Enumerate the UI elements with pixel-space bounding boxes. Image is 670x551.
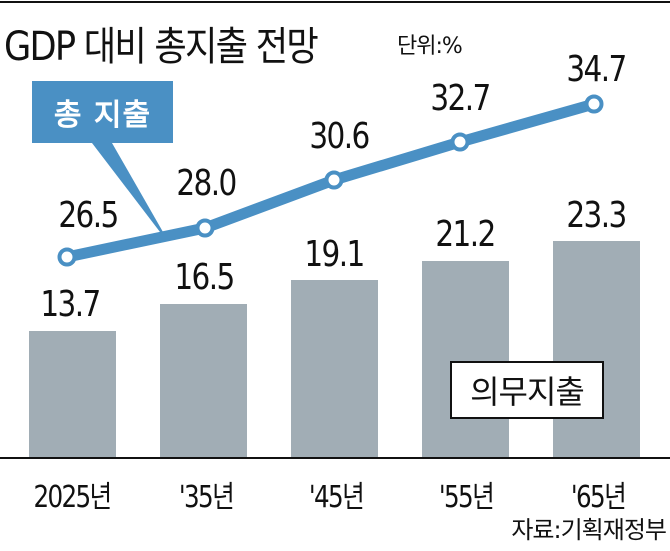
line-marker xyxy=(450,132,470,152)
bar-value-label: 23.3 xyxy=(566,195,627,236)
bar-2065 xyxy=(553,241,640,457)
x-tick-label: '45년 xyxy=(308,480,365,515)
bar-value-label: 19.1 xyxy=(304,234,365,275)
callout-tail xyxy=(92,143,163,232)
line-value-label: 26.5 xyxy=(58,195,119,236)
chart-title: GDP 대비 총지출 전망 xyxy=(4,24,319,70)
bar-value-label: 21.2 xyxy=(435,214,496,255)
x-tick-label: 2025년 xyxy=(33,480,112,515)
total-spending-legend: 총 지출 xyxy=(32,81,173,143)
line-marker xyxy=(195,218,215,238)
x-axis-baseline xyxy=(0,457,670,459)
line-value-label: 30.6 xyxy=(309,116,370,157)
x-tick-label: '65년 xyxy=(570,480,627,515)
line-value-label: 34.7 xyxy=(566,49,627,90)
bar-2035 xyxy=(160,304,247,457)
line-marker xyxy=(57,247,77,267)
source-note: 자료:기획재정부 xyxy=(511,516,667,544)
bar-value-label: 16.5 xyxy=(174,257,235,298)
line-marker xyxy=(584,94,604,114)
unit-label: 단위:% xyxy=(397,34,463,59)
mandatory-spending-legend: 의무지출 xyxy=(450,361,604,419)
bar-2025 xyxy=(29,331,116,457)
line-marker xyxy=(324,170,344,190)
line-value-label: 28.0 xyxy=(176,163,237,204)
bar-2045 xyxy=(291,280,378,457)
top-rule xyxy=(0,1,670,3)
bar-value-label: 13.7 xyxy=(40,284,101,325)
x-tick-label: '55년 xyxy=(438,480,495,515)
x-tick-label: '35년 xyxy=(178,480,235,515)
line-value-label: 32.7 xyxy=(430,78,491,119)
bar-2055 xyxy=(422,261,509,457)
